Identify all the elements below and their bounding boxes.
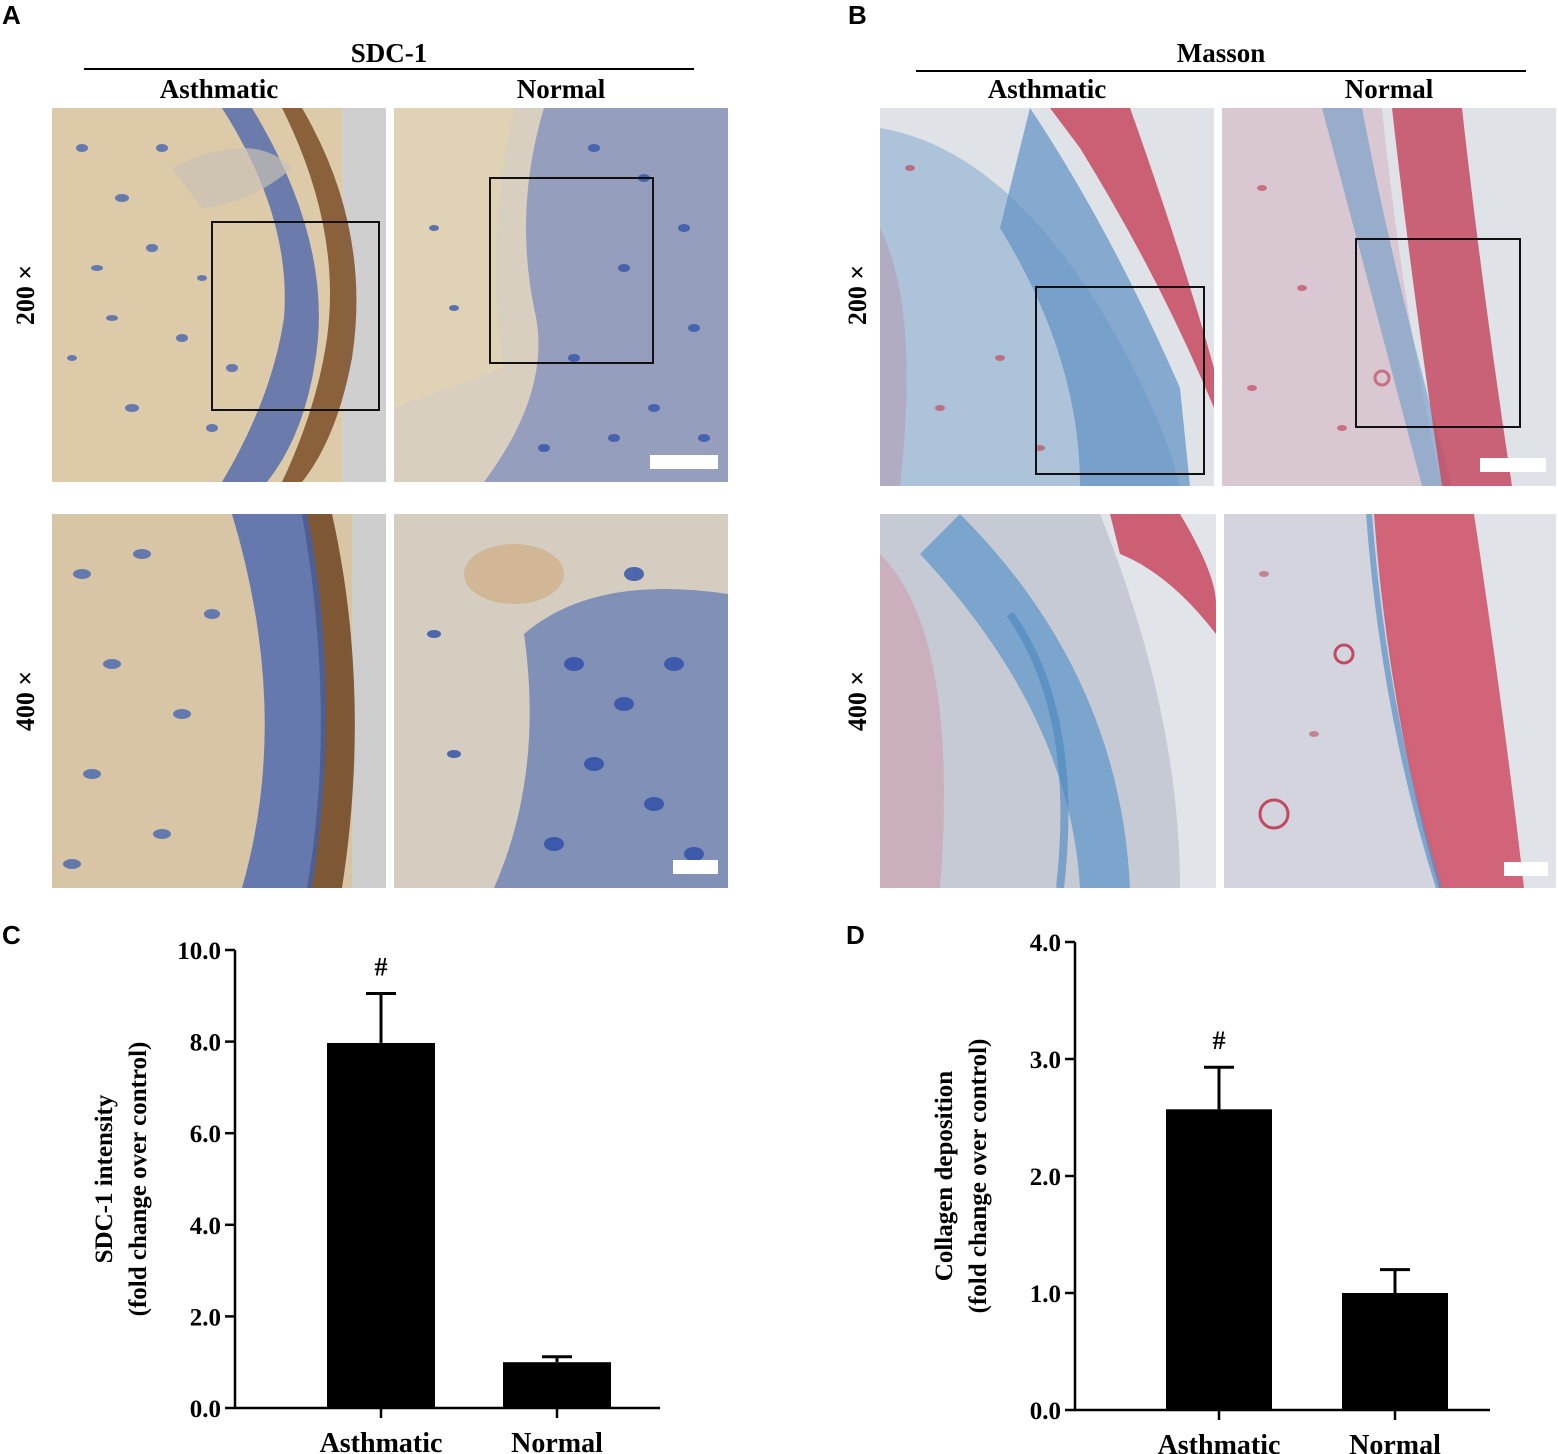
bar-chart-collagen-deposition: 0.0 1.0 2.0 3.0 4.0 Collagen deposition (fold … (931, 930, 1490, 1454)
panel-letter-b: B (848, 0, 867, 30)
y-tick-label: 2.0 (190, 1304, 221, 1331)
scale-bar-b-200x (1480, 458, 1546, 472)
panel-a-column-label-asthmatic: Asthmatic (159, 74, 279, 104)
panel-a-row-label-400x: 400 × (11, 670, 40, 732)
scale-bar-b-400x (1504, 862, 1548, 876)
panel-b-row-label-400x: 400 × (843, 670, 872, 732)
y-tick-label: 3.0 (1030, 1047, 1061, 1074)
bar-chart-sdc1-intensity: 0.0 2.0 4.0 6.0 8.0 10.0 SDC-1 intensity (fold … (91, 938, 660, 1454)
y-tick-label: 10.0 (177, 938, 221, 965)
roi-box-masson-normal (1355, 238, 1521, 428)
panel-letter-c: C (2, 920, 21, 950)
scale-bar-a-200x (650, 455, 718, 469)
y-tick-label: 4.0 (190, 1213, 221, 1240)
roi-box-masson-asthmatic (1035, 286, 1205, 475)
significance-marker: # (1213, 1026, 1226, 1055)
bar-normal (503, 1362, 611, 1408)
panel-b-title-rule (916, 70, 1526, 72)
x-tick-label-normal: Normal (1349, 1430, 1441, 1454)
y-axis-label-line: (fold change over control) (965, 1039, 992, 1314)
micrograph-sdc1-normal-400x (394, 514, 728, 888)
panel-letter-a: A (2, 0, 21, 30)
micrograph-masson-asthmatic-200x (880, 108, 1214, 486)
y-axis-label-line: SDC-1 intensity (91, 1094, 118, 1263)
micrograph-masson-normal-400x (1224, 514, 1556, 888)
x-tick-label-asthmatic: Asthmatic (320, 1428, 443, 1454)
y-tick-label: 6.0 (190, 1121, 221, 1148)
roi-box-sdc1-asthmatic (211, 221, 380, 411)
y-tick-label: 8.0 (190, 1030, 221, 1057)
y-tick-label: 0.0 (1030, 1398, 1061, 1425)
micrograph-masson-normal-200x (1222, 108, 1556, 486)
bar-asthmatic (327, 1042, 435, 1408)
panel-a-row-label-200x: 200 × (11, 264, 40, 326)
bar-asthmatic (1166, 1109, 1272, 1410)
roi-box-sdc1-normal (489, 177, 654, 364)
y-tick-label: 2.0 (1030, 1164, 1061, 1191)
micrograph-sdc1-normal-200x (394, 108, 728, 482)
y-axis-label-line: (fold change over control) (125, 1042, 152, 1317)
scale-bar-a-400x (673, 860, 718, 874)
y-axis-label-line: Collagen deposition (931, 1071, 958, 1282)
bar-normal (1342, 1293, 1448, 1410)
x-tick-label-normal: Normal (511, 1428, 603, 1454)
x-tick-label-asthmatic: Asthmatic (1158, 1430, 1281, 1454)
panel-b-row-label-200x: 200 × (843, 264, 872, 326)
micrograph-masson-asthmatic-400x (880, 514, 1216, 888)
panel-b-column-label-asthmatic: Asthmatic (987, 74, 1107, 104)
micrograph-sdc1-asthmatic-400x (52, 514, 386, 888)
significance-marker: # (375, 953, 388, 982)
panel-a-column-label-normal: Normal (516, 74, 606, 104)
panel-letter-d: D (846, 920, 865, 950)
panel-a-stain-title: SDC-1 (350, 38, 428, 68)
y-tick-label: 1.0 (1030, 1281, 1061, 1308)
panel-a-title-rule (84, 68, 694, 70)
y-tick-label: 0.0 (190, 1396, 221, 1423)
y-tick-label: 4.0 (1030, 930, 1061, 957)
panel-b-stain-title: Masson (1176, 38, 1266, 68)
panel-b-column-label-normal: Normal (1344, 74, 1434, 104)
